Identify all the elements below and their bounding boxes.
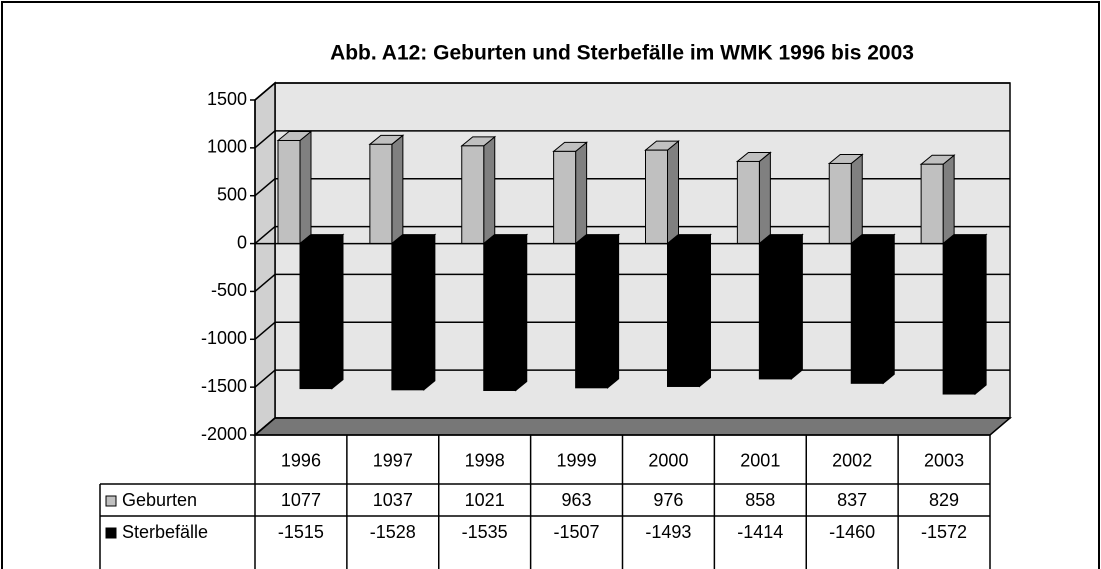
bar-side xyxy=(790,233,803,380)
grid-line xyxy=(254,225,276,245)
table-value: -1414 xyxy=(737,522,783,542)
grid-line xyxy=(254,417,276,436)
legend-label: Geburten xyxy=(122,490,197,510)
chart-title: Abb. A12: Geburten und Sterbefälle im WM… xyxy=(330,42,914,65)
bar xyxy=(277,139,301,245)
x-tick-label: 2002 xyxy=(832,450,872,470)
table-value: 858 xyxy=(745,490,775,510)
bar xyxy=(850,243,884,384)
table-value: 1021 xyxy=(465,490,505,510)
legend-swatch xyxy=(105,495,117,507)
bar-side xyxy=(423,233,436,391)
bar xyxy=(828,162,852,245)
y-tick-label: -1000 xyxy=(201,328,247,348)
legend-swatch xyxy=(105,527,117,539)
y-tick-label: 1500 xyxy=(207,89,247,109)
table-value: -1460 xyxy=(829,522,875,542)
table-value: 829 xyxy=(929,490,959,510)
y-tick-label: 1000 xyxy=(207,137,247,157)
x-tick-label: 1999 xyxy=(557,450,597,470)
grid-line xyxy=(254,321,276,340)
side-wall xyxy=(254,81,276,437)
y-tick-label: 0 xyxy=(237,232,247,252)
grid-line xyxy=(254,130,276,149)
bar-side xyxy=(299,130,312,245)
bar xyxy=(299,243,333,390)
table-value: -1515 xyxy=(278,522,324,542)
bar-side xyxy=(942,154,955,245)
bar-side xyxy=(882,233,895,385)
bar-side xyxy=(331,233,344,390)
y-tick-label: 500 xyxy=(217,184,247,204)
x-tick-label: 2000 xyxy=(648,450,688,470)
floor xyxy=(252,417,1013,436)
bar-side xyxy=(483,135,496,245)
table-value: 1077 xyxy=(281,490,321,510)
x-tick-label: 2003 xyxy=(924,450,964,470)
grid-line xyxy=(254,273,276,293)
bar xyxy=(920,163,944,245)
y-tick-label: -2000 xyxy=(201,424,247,444)
bar xyxy=(758,243,792,380)
x-tick-label: 1998 xyxy=(465,450,505,470)
table-value: 837 xyxy=(837,490,867,510)
grid-line xyxy=(254,178,276,197)
bar-side xyxy=(850,153,863,245)
y-tick-label: -1500 xyxy=(201,376,247,396)
bar xyxy=(575,243,609,389)
legend-label: Sterbefälle xyxy=(122,522,208,542)
bar xyxy=(942,243,976,395)
bar-side xyxy=(758,151,771,245)
bar xyxy=(483,243,517,391)
bar xyxy=(391,243,425,391)
bar-side xyxy=(391,134,404,245)
table-value: 963 xyxy=(562,490,592,510)
bar-side xyxy=(575,141,588,245)
table-value: 1037 xyxy=(373,490,413,510)
bar-side xyxy=(974,233,987,396)
bar xyxy=(553,150,577,245)
y-tick-label: -500 xyxy=(211,280,247,300)
bar xyxy=(645,149,668,245)
table-value: -1507 xyxy=(554,522,600,542)
x-tick-label: 1997 xyxy=(373,450,413,470)
table-value: -1535 xyxy=(462,522,508,542)
bar-side xyxy=(515,233,528,392)
grid-line xyxy=(254,82,276,101)
table-value: 976 xyxy=(653,490,683,510)
table-value: -1572 xyxy=(921,522,967,542)
bar-side xyxy=(667,140,679,245)
bar xyxy=(369,143,393,245)
x-tick-label: 1996 xyxy=(281,450,321,470)
bar xyxy=(667,243,700,387)
table-value: -1528 xyxy=(370,522,416,542)
x-tick-label: 2001 xyxy=(740,450,780,470)
back-wall xyxy=(274,82,1011,419)
bar-side xyxy=(699,233,711,388)
grid-line xyxy=(254,369,276,388)
bar-side xyxy=(607,233,620,389)
bar xyxy=(461,145,485,245)
bar xyxy=(736,160,760,245)
table-value: -1493 xyxy=(645,522,691,542)
